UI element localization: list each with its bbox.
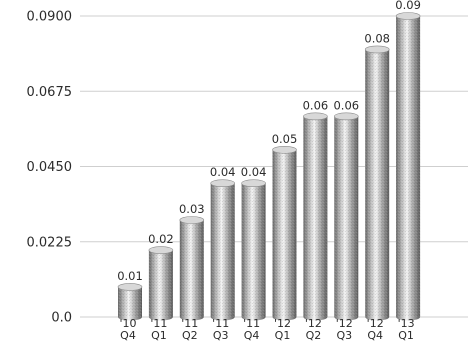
bar-texture xyxy=(242,183,266,317)
x-tick-label-quarter: Q1 xyxy=(275,329,291,342)
bar xyxy=(273,146,297,320)
y-tick-label: 0.0 xyxy=(51,311,72,326)
bar-cap xyxy=(242,180,266,187)
bar xyxy=(303,113,327,321)
x-tick-label-quarter: Q2 xyxy=(182,329,198,342)
bar-texture xyxy=(118,287,142,317)
bar xyxy=(334,113,358,321)
y-tick-label: 0.0225 xyxy=(27,235,73,250)
bar xyxy=(242,180,266,321)
bar-cap xyxy=(273,146,297,153)
y-tick-label: 0.0900 xyxy=(27,10,73,25)
value-label: 0.06 xyxy=(333,98,359,112)
x-tick-label-quarter: Q1 xyxy=(151,329,167,342)
value-label: 0.04 xyxy=(210,165,236,179)
y-axis-tick-labels: 0.0 0.0225 0.0450 0.0675 0.0900 xyxy=(27,10,73,326)
bar-texture xyxy=(303,116,327,317)
x-tick-label-quarter: Q2 xyxy=(306,329,322,342)
bar xyxy=(396,13,420,321)
bar xyxy=(211,180,235,321)
x-tick-label-quarter: Q3 xyxy=(336,329,352,342)
y-tick-label: 0.0450 xyxy=(27,160,73,175)
bar xyxy=(149,247,173,321)
bar-texture xyxy=(180,220,204,317)
value-label: 0.01 xyxy=(117,269,143,283)
value-label: 0.08 xyxy=(364,31,390,45)
x-tick-label-quarter: Q4 xyxy=(244,329,260,342)
bar xyxy=(365,46,389,321)
bar-texture xyxy=(149,250,173,317)
bar-cap xyxy=(118,283,142,290)
bar xyxy=(180,217,204,321)
value-label: 0.04 xyxy=(241,165,267,179)
bar xyxy=(118,283,142,320)
x-tick-label-quarter: Q1 xyxy=(398,329,414,342)
value-label: 0.03 xyxy=(179,202,205,216)
bar-cap xyxy=(180,217,204,224)
x-tick-label-quarter: Q4 xyxy=(367,329,383,342)
bar-cap xyxy=(334,113,358,120)
bar-texture xyxy=(273,150,297,317)
x-tick-label-quarter: Q3 xyxy=(213,329,229,342)
bar-texture xyxy=(334,116,358,317)
bar-cap xyxy=(365,46,389,53)
bar-texture xyxy=(365,49,389,317)
bar-cap xyxy=(211,180,235,187)
x-axis-tick-labels: '10Q4'11Q1'11Q2'11Q3'11Q4'12Q1'12Q2'12Q3… xyxy=(119,317,414,342)
x-tick-label-quarter: Q4 xyxy=(120,329,136,342)
bar-texture xyxy=(211,183,235,317)
value-label: 0.02 xyxy=(148,232,174,246)
y-tick-label: 0.0675 xyxy=(27,85,73,100)
bar-texture xyxy=(396,16,420,317)
bar-cap xyxy=(303,113,327,120)
bar-cap xyxy=(396,13,420,20)
value-label: 0.06 xyxy=(303,98,329,112)
value-label: 0.09 xyxy=(395,0,421,12)
bar-cap xyxy=(149,247,173,254)
value-label: 0.05 xyxy=(272,132,298,146)
